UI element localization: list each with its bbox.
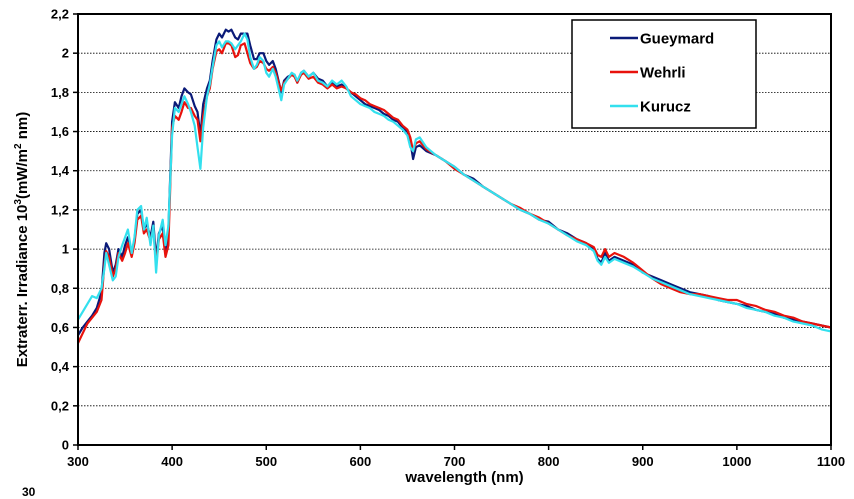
y-tick-label: 2 bbox=[62, 46, 69, 61]
x-tick-label: 300 bbox=[67, 454, 89, 469]
y-tick-label: 0,6 bbox=[51, 320, 69, 335]
x-tick-label: 700 bbox=[444, 454, 466, 469]
y-tick-label: 0,4 bbox=[51, 359, 70, 374]
axis-ticks: 0 0,2 0,4 0,6 0,8 1 1,2 1,4 1,6 1,8 2 2,2 300 400 500 6… bbox=[51, 7, 845, 470]
y-tick-label: 0,8 bbox=[51, 281, 69, 296]
y-tick-label: 1,8 bbox=[51, 85, 69, 100]
y-tick-label: 1,4 bbox=[51, 163, 70, 178]
y-axis-title-sup2: 2 bbox=[13, 143, 24, 149]
legend-label-kurucz: Kurucz bbox=[640, 99, 691, 116]
x-tick-label: 600 bbox=[350, 454, 372, 469]
y-tick-label: 0,2 bbox=[51, 398, 69, 413]
x-tick-label: 500 bbox=[255, 454, 277, 469]
legend-label-gueymard: Gueymard bbox=[640, 31, 714, 48]
x-tick-label: 1100 bbox=[817, 454, 845, 469]
legend-label-wehrli: Wehrli bbox=[640, 65, 686, 82]
series-line-kurucz bbox=[77, 32, 832, 333]
x-tick-label: 800 bbox=[538, 454, 560, 469]
x-axis-title: wavelength (nm) bbox=[404, 469, 523, 486]
legend-box bbox=[571, 19, 757, 129]
y-axis-title-sup1: 3 bbox=[13, 199, 24, 205]
y-tick-label: 2,2 bbox=[51, 7, 69, 22]
y-tick-label: 1 bbox=[62, 242, 69, 257]
y-tick-label: 1,6 bbox=[51, 124, 69, 139]
series-lines bbox=[77, 28, 832, 344]
y-tick-label: 0 bbox=[62, 438, 69, 453]
x-tick-label: 400 bbox=[161, 454, 183, 469]
y-axis-title-end: nm) bbox=[14, 112, 31, 144]
y-axis-title-main: Extraterr. Irradiance 10 bbox=[14, 205, 31, 368]
y-tick-label: 1,2 bbox=[51, 202, 69, 217]
gridlines bbox=[78, 52, 831, 407]
y-axis-title-unit: (mW/m bbox=[14, 149, 31, 199]
y-axis-title: Extraterr. Irradiance 103(mW/m2 nm) bbox=[13, 112, 31, 367]
page-footnote: 30 bbox=[22, 485, 36, 499]
x-tick-label: 900 bbox=[632, 454, 654, 469]
x-tick-label: 1000 bbox=[722, 454, 751, 469]
legend: Gueymard Wehrli Kurucz bbox=[571, 19, 757, 129]
